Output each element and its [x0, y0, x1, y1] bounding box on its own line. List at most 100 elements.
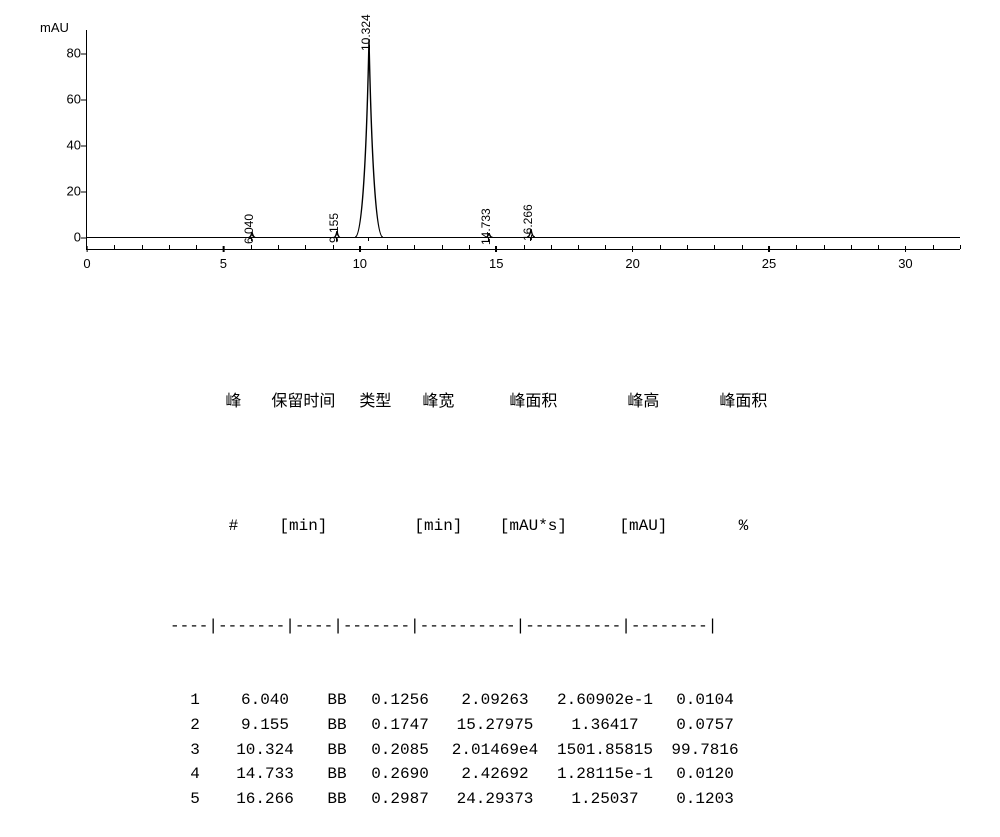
table-cell: 1: [170, 688, 220, 713]
table-cell: 0.1256: [360, 688, 440, 713]
x-tick-minor: [333, 245, 334, 249]
table-row: 16.040BB0.12562.092632.60902e-10.0104: [170, 688, 960, 713]
plot-area: 0204060800510152025306.0409.15510.32414.…: [86, 30, 960, 250]
col-header: 峰: [208, 390, 258, 415]
table-cell: 3: [170, 738, 220, 763]
x-tick-minor: [251, 245, 252, 249]
table-row: 414.733BB0.26902.426921.28115e-10.0120: [170, 762, 960, 787]
table-row: 29.155BB0.174715.279751.364170.0757: [170, 713, 960, 738]
y-tick: 0: [47, 230, 81, 245]
table-divider: ----|-------|----|-------|----------|---…: [170, 614, 960, 639]
table-header-row-2: #[min][min][mAU*s][mAU]%: [170, 490, 960, 564]
table-cell: 1.36417: [550, 713, 660, 738]
peak-table: 峰保留时间类型峰宽峰面积峰高峰面积 #[min][min][mAU*s][mAU…: [170, 316, 960, 837]
peak-tick: [251, 237, 252, 241]
col-header: 保留时间: [258, 390, 348, 415]
peak-tick: [488, 237, 489, 241]
table-cell: 15.27975: [440, 713, 550, 738]
x-tick-minor: [305, 245, 306, 249]
x-tick-minor: [524, 245, 525, 249]
table-cell: 0.2085: [360, 738, 440, 763]
table-cell: 2.09263: [440, 688, 550, 713]
x-tick: 5: [220, 256, 227, 271]
table-cell: 9.155: [220, 713, 310, 738]
peak-tick: [368, 237, 369, 241]
y-axis-label: mAU: [40, 20, 69, 35]
peak-label: 9.155: [327, 213, 341, 243]
x-tick-minor: [605, 245, 606, 249]
table-cell: 10.324: [220, 738, 310, 763]
table-row: 516.266BB0.298724.293731.250370.1203: [170, 787, 960, 812]
peak-label: 16.266: [521, 205, 535, 242]
x-tick: 0: [83, 256, 90, 271]
x-tick-minor: [824, 245, 825, 249]
x-tick-minor: [387, 245, 388, 249]
table-cell: 16.266: [220, 787, 310, 812]
col-header: 类型: [348, 390, 398, 415]
x-tick-minor: [851, 245, 852, 249]
table-cell: 2.42692: [440, 762, 550, 787]
peak-label: 10.324: [359, 15, 373, 52]
x-tick: 15: [489, 256, 503, 271]
peak-tick: [530, 237, 531, 241]
x-tick-minor: [469, 245, 470, 249]
col-header: 峰面积: [698, 390, 788, 415]
chromatogram-chart: mAU 0204060800510152025306.0409.15510.32…: [40, 20, 960, 280]
x-tick-minor: [878, 245, 879, 249]
x-tick-minor: [578, 245, 579, 249]
x-tick-minor: [551, 245, 552, 249]
table-cell: 14.733: [220, 762, 310, 787]
x-tick-minor: [960, 245, 961, 249]
x-tick-minor: [442, 245, 443, 249]
table-cell: 1.28115e-1: [550, 762, 660, 787]
x-tick-minor: [278, 245, 279, 249]
x-tick: 20: [625, 256, 639, 271]
x-tick-minor: [169, 245, 170, 249]
x-tick-minor: [933, 245, 934, 249]
col-header: 峰宽: [398, 390, 478, 415]
x-tick-minor: [114, 245, 115, 249]
table-cell: BB: [310, 713, 360, 738]
table-cell: 2.01469e4: [440, 738, 550, 763]
table-cell: BB: [310, 787, 360, 812]
table-cell: 1.25037: [550, 787, 660, 812]
table-header-row-1: 峰保留时间类型峰宽峰面积峰高峰面积: [170, 366, 960, 440]
y-tick: 60: [47, 92, 81, 107]
x-tick-minor: [660, 245, 661, 249]
table-cell: 1501.85815: [550, 738, 660, 763]
col-unit: #: [208, 514, 258, 539]
col-header: 峰面积: [478, 390, 588, 415]
x-tick: 30: [898, 256, 912, 271]
peak-tick: [336, 237, 337, 241]
y-tick: 40: [47, 138, 81, 153]
table-cell: 0.0104: [660, 688, 750, 713]
x-tick-minor: [196, 245, 197, 249]
table-cell: 5: [170, 787, 220, 812]
x-tick: 25: [762, 256, 776, 271]
table-cell: BB: [310, 738, 360, 763]
col-unit: [min]: [258, 514, 348, 539]
peak-label: 14.733: [479, 208, 493, 245]
table-cell: 99.7816: [660, 738, 750, 763]
x-tick-minor: [714, 245, 715, 249]
table-cell: 2.60902e-1: [550, 688, 660, 713]
x-tick-minor: [796, 245, 797, 249]
table-cell: 0.2690: [360, 762, 440, 787]
y-tick: 20: [47, 184, 81, 199]
table-cell: 0.1747: [360, 713, 440, 738]
table-cell: 6.040: [220, 688, 310, 713]
x-tick-minor: [414, 245, 415, 249]
table-cell: 2: [170, 713, 220, 738]
x-tick: 10: [353, 256, 367, 271]
col-header: 峰高: [588, 390, 698, 415]
x-tick-minor: [687, 245, 688, 249]
x-tick-minor: [142, 245, 143, 249]
table-cell: 24.29373: [440, 787, 550, 812]
peak: [355, 39, 383, 237]
col-unit: %: [698, 514, 788, 539]
table-cell: 0.0120: [660, 762, 750, 787]
y-tick: 80: [47, 46, 81, 61]
table-cell: 0.1203: [660, 787, 750, 812]
table-cell: 4: [170, 762, 220, 787]
table-cell: 0.2987: [360, 787, 440, 812]
